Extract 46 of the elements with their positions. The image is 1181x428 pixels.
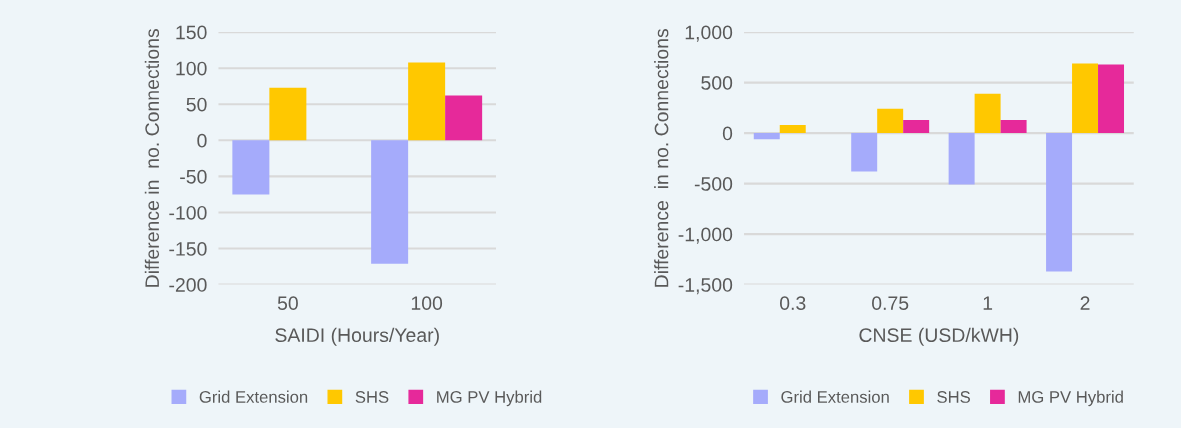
legend-label: SHS (355, 391, 389, 403)
x-tick-label: 50 (277, 296, 298, 311)
x-axis-title: CNSE (USD/kWH) (859, 327, 1019, 346)
y-tick-label: -200 (169, 278, 207, 292)
bar (851, 133, 878, 172)
bar (974, 93, 1001, 134)
x-tick-label: 0.75 (872, 296, 909, 311)
legend-label: Grid Extension (199, 390, 308, 403)
bar (1000, 119, 1027, 134)
y-tick-label: 0 (722, 126, 733, 141)
bar (1098, 64, 1125, 134)
bar (1046, 133, 1073, 272)
legend-label: SHS (937, 391, 970, 403)
bar (371, 140, 409, 264)
y-tick-label: -150 (169, 242, 207, 256)
x-tick-label: 100 (411, 296, 443, 311)
bar (903, 119, 930, 134)
y-tick-label: -1,500 (678, 278, 733, 295)
x-tick-label: 0.3 (779, 296, 806, 311)
legend-label: Grid Extension (781, 390, 889, 403)
bar (445, 95, 483, 141)
y-tick-label: 100 (176, 61, 207, 76)
bar (948, 133, 975, 185)
y-tick-label: -500 (694, 177, 733, 191)
legend-label: MG PV Hybrid (437, 390, 542, 407)
y-tick-label: 50 (186, 97, 207, 112)
x-axis-title: SAIDI (Hours/Year) (275, 327, 439, 346)
y-axis-title: Difference in no. Connections (144, 28, 160, 287)
y-tick-label: 150 (176, 25, 207, 40)
bar (753, 133, 780, 140)
bar (269, 87, 307, 141)
bar (1072, 63, 1099, 134)
x-tick-label: 2 (1080, 296, 1090, 310)
bar (408, 62, 446, 141)
y-tick-label: 500 (701, 76, 733, 90)
x-tick-label: 1 (983, 296, 993, 310)
legend-label: MG PV Hybrid (1018, 390, 1123, 407)
bar (779, 125, 806, 134)
y-tick-label: -100 (169, 205, 207, 220)
y-tick-label: -1,000 (678, 227, 733, 244)
bar (877, 108, 904, 134)
bar (232, 140, 270, 195)
y-tick-label: 1,000 (685, 25, 733, 42)
y-tick-label: 0 (197, 133, 207, 148)
y-axis-title: Difference in no. Connections (654, 28, 669, 287)
y-tick-label: -50 (180, 169, 207, 184)
